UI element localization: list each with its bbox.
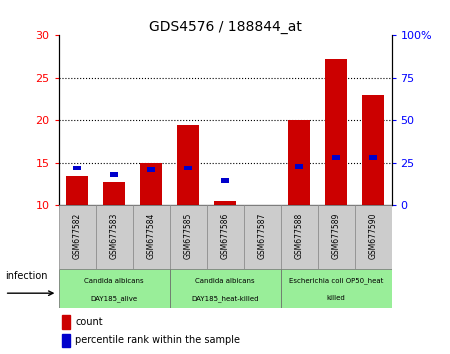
Bar <box>184 166 192 170</box>
Bar <box>221 178 229 183</box>
Bar <box>95 205 132 269</box>
Bar <box>62 315 70 329</box>
Bar <box>170 205 207 269</box>
Text: GSM677590: GSM677590 <box>369 213 378 259</box>
Text: DAY185_alive: DAY185_alive <box>90 295 138 302</box>
Text: Candida albicans: Candida albicans <box>84 278 144 284</box>
Bar <box>288 120 310 205</box>
Text: DAY185_heat-killed: DAY185_heat-killed <box>191 295 259 302</box>
Bar <box>243 205 280 269</box>
Text: Candida albicans: Candida albicans <box>195 278 255 284</box>
Text: percentile rank within the sample: percentile rank within the sample <box>75 335 240 346</box>
Bar <box>295 164 303 169</box>
Text: GSM677584: GSM677584 <box>147 213 156 259</box>
Text: GSM677587: GSM677587 <box>257 213 266 259</box>
Text: GSM677585: GSM677585 <box>184 213 193 259</box>
Bar <box>58 269 170 308</box>
Bar <box>280 269 392 308</box>
Bar <box>318 205 355 269</box>
Bar <box>66 176 88 205</box>
Text: infection: infection <box>4 271 47 281</box>
Bar <box>103 182 125 205</box>
Bar <box>140 163 162 205</box>
Bar <box>214 201 236 205</box>
Text: GSM677588: GSM677588 <box>294 213 303 259</box>
Text: GSM677583: GSM677583 <box>109 213 118 259</box>
Text: GSM677582: GSM677582 <box>72 213 81 259</box>
Bar <box>62 334 70 347</box>
Bar <box>369 155 377 160</box>
Bar <box>147 167 155 172</box>
Bar <box>110 172 118 177</box>
Bar <box>280 205 318 269</box>
Bar <box>73 166 81 170</box>
Bar <box>132 205 170 269</box>
Text: GSM677586: GSM677586 <box>220 213 230 259</box>
Title: GDS4576 / 188844_at: GDS4576 / 188844_at <box>148 21 302 34</box>
Bar <box>177 125 199 205</box>
Text: count: count <box>75 318 103 327</box>
Text: killed: killed <box>327 295 346 301</box>
Text: GSM677589: GSM677589 <box>332 213 341 259</box>
Text: Escherichia coli OP50_heat: Escherichia coli OP50_heat <box>289 277 383 284</box>
Bar <box>207 205 243 269</box>
Bar <box>170 269 280 308</box>
Bar <box>355 205 392 269</box>
Bar <box>58 205 95 269</box>
Bar <box>332 155 340 160</box>
Bar <box>362 95 384 205</box>
Bar <box>325 59 347 205</box>
